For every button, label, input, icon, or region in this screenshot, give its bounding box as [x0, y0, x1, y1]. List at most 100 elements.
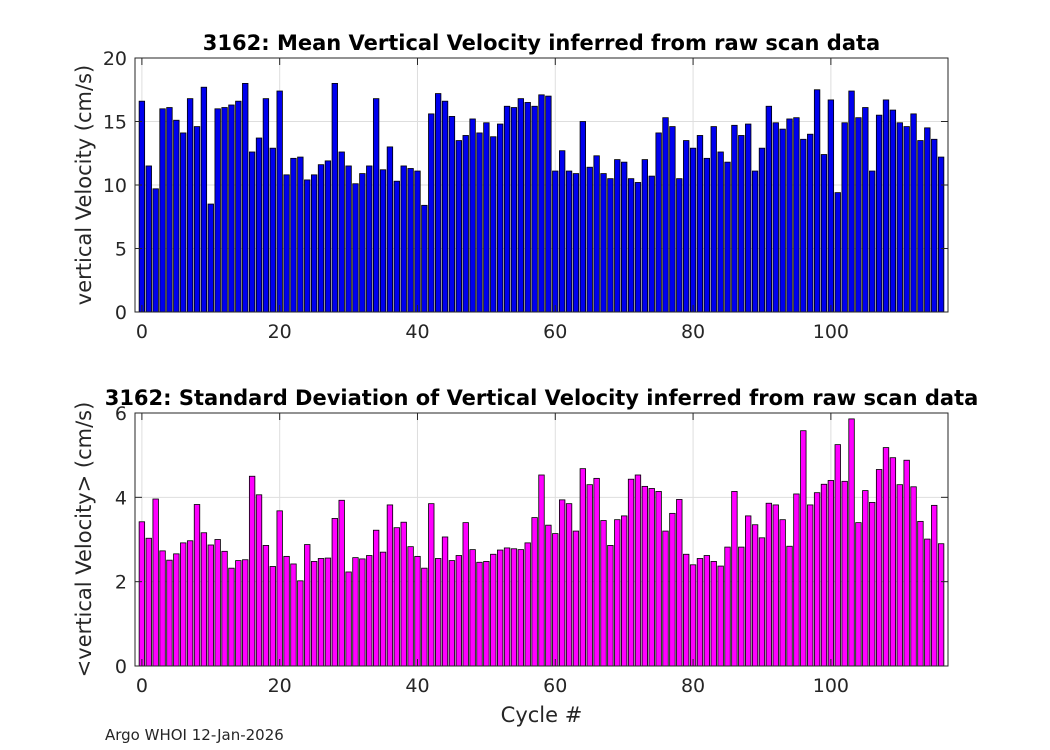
top-bar	[242, 83, 249, 313]
bottom-bar	[807, 504, 814, 667]
bottom-bar	[779, 519, 786, 667]
top-bar	[545, 95, 552, 313]
bottom-bar	[372, 529, 380, 667]
top-bar	[207, 203, 214, 313]
bottom-bar	[786, 545, 793, 667]
bottom-bar	[738, 546, 745, 667]
bottom-bar	[180, 542, 187, 667]
top-bar	[793, 117, 800, 313]
top-bar	[310, 174, 318, 313]
bottom-bar	[813, 492, 821, 667]
bottom-bar	[193, 504, 201, 667]
bottom-bar	[448, 560, 456, 667]
bottom-x-tick-label: 20	[268, 675, 292, 697]
bottom-bar	[841, 480, 848, 667]
top-bar	[407, 168, 414, 313]
bottom-bar	[855, 522, 862, 667]
top-bar	[248, 151, 256, 313]
bottom-bar	[848, 418, 855, 667]
top-bar	[724, 161, 731, 313]
bottom-x-axis-label: Cycle #	[501, 703, 583, 727]
top-bar	[813, 89, 821, 313]
bottom-x-tick-label: 0	[136, 675, 148, 697]
top-bar	[138, 100, 146, 313]
top-bar	[400, 165, 407, 313]
bottom-bar	[248, 475, 256, 667]
top-bar	[297, 156, 304, 313]
bottom-bar	[152, 498, 159, 667]
bottom-bar	[793, 493, 800, 667]
bottom-bar	[441, 536, 449, 667]
bottom-bar	[276, 510, 283, 667]
bottom-bar	[634, 474, 642, 667]
bottom-bar	[386, 504, 394, 667]
bottom-bar	[552, 533, 559, 667]
top-y-tick-label: 15	[103, 112, 127, 134]
bottom-bar	[931, 504, 938, 667]
top-bar	[366, 165, 373, 313]
top-bar	[758, 147, 766, 313]
bottom-bar	[393, 527, 400, 667]
top-bar	[593, 155, 600, 313]
bottom-bar	[317, 558, 325, 667]
bottom-bar	[800, 430, 807, 667]
bottom-bar	[283, 555, 290, 667]
top-bar	[634, 182, 642, 313]
bottom-bar	[937, 543, 945, 667]
top-bar	[627, 178, 635, 313]
top-bar	[703, 157, 711, 313]
top-bar	[855, 117, 862, 313]
bottom-bar	[565, 503, 573, 667]
footer-text: Argo WHOI 12-Jan-2026	[105, 726, 284, 744]
top-x-tick-label: 100	[813, 321, 849, 343]
top-bar	[290, 157, 297, 313]
bottom-y-tick-label: 6	[115, 403, 127, 425]
bottom-y-tick-label: 0	[115, 656, 127, 678]
bottom-y-axis-label: <vertical Velocity> (cm/s)	[72, 402, 96, 678]
top-bar	[180, 132, 187, 313]
bottom-bar	[910, 486, 917, 667]
bottom-x-tick-label: 60	[543, 675, 567, 697]
top-bar	[786, 118, 793, 313]
bottom-bar	[310, 561, 318, 667]
top-bar	[717, 151, 724, 313]
bottom-bar	[345, 571, 352, 667]
bottom-bar	[510, 548, 518, 667]
top-bar	[469, 118, 476, 313]
top-y-tick-label: 10	[103, 175, 127, 197]
bottom-bar	[689, 564, 697, 667]
top-bar	[896, 122, 903, 313]
top-bar	[359, 173, 366, 313]
bottom-bar	[221, 550, 228, 667]
top-bar	[379, 169, 387, 313]
bottom-bar	[745, 515, 752, 667]
top-x-tick-label: 0	[136, 321, 148, 343]
top-bar	[779, 128, 786, 313]
bottom-bar	[710, 561, 717, 667]
top-bar	[372, 98, 380, 313]
top-bar	[572, 173, 580, 313]
top-bar	[152, 188, 159, 313]
bottom-bar	[655, 491, 662, 667]
top-bar	[476, 132, 483, 313]
top-bar	[559, 150, 566, 313]
top-bar	[352, 183, 359, 313]
top-bar	[221, 107, 228, 313]
top-bar	[862, 107, 869, 313]
top-bar	[393, 180, 400, 313]
top-bar	[565, 170, 573, 313]
top-bar	[800, 138, 807, 313]
top-bar	[889, 109, 897, 313]
bottom-bar	[924, 538, 931, 667]
top-bar	[531, 105, 538, 313]
top-bar	[910, 113, 917, 313]
bottom-axes-box	[134, 412, 949, 667]
bottom-bar	[559, 499, 566, 667]
top-bar	[586, 166, 593, 313]
top-bar	[193, 126, 201, 313]
bottom-bar	[586, 484, 593, 667]
top-bar	[262, 98, 270, 313]
top-x-tick-label: 60	[543, 321, 567, 343]
top-y-axis-label: vertical Velocity (cm/s)	[72, 65, 96, 305]
bottom-bar	[235, 560, 242, 667]
